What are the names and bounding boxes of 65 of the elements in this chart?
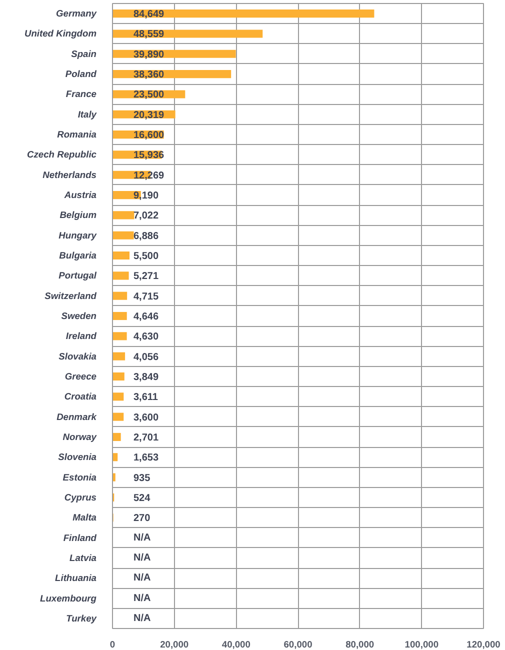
data-label: 38,360: [134, 70, 165, 81]
text: N/A: [134, 612, 151, 624]
data-label: 3,611: [134, 392, 158, 404]
data-label: 4,630: [134, 332, 159, 343]
y-tick-label: Germany: [56, 8, 98, 19]
y-tick-label: Norway: [62, 432, 98, 442]
y-tick-label: Hungary: [58, 230, 98, 240]
data-label: 7,022: [134, 210, 159, 222]
y-tick-label: Spain: [71, 48, 97, 59]
y-tick-label: Turkey: [66, 613, 98, 624]
y-tick-label: Luxembourg: [40, 593, 97, 604]
x-tick-label: 60,000: [284, 640, 312, 650]
data-label: 48,559: [134, 29, 165, 40]
y-tick-label: Netherlands: [42, 170, 97, 180]
y-tick-label: Italy: [78, 109, 98, 120]
y-tick-label: United Kingdom: [24, 28, 97, 39]
y-tick-label: Belgium: [60, 210, 97, 220]
data-label: 39,890: [134, 49, 165, 60]
text: N/A: [134, 532, 151, 544]
y-tick-label: Greece: [64, 371, 97, 382]
y-tick-label: Cyprus: [64, 492, 96, 502]
data-label: 4,056: [134, 352, 159, 363]
x-tick-label: 40,000: [222, 640, 250, 650]
text: N/A: [134, 592, 151, 604]
y-tick-label: Croatia: [64, 392, 96, 402]
data-label: 84,649: [134, 9, 165, 20]
y-tick-label: Portugal: [58, 270, 97, 281]
data-label: 23,500: [134, 90, 165, 101]
x-tick-label: 80,000: [346, 640, 374, 650]
x-tick-label: 100,000: [404, 640, 439, 650]
data-label: 4,715: [134, 291, 159, 302]
text: N/A: [134, 552, 151, 564]
data-label: 4,646: [134, 312, 159, 322]
x-tick-label: 0: [110, 640, 116, 650]
data-label: 3,849: [134, 372, 159, 383]
y-tick-label: Slovenia: [58, 452, 97, 462]
y-tick-label: Finland: [63, 532, 97, 543]
data-label: 1,653: [134, 452, 159, 464]
y-tick-label: Sweden: [61, 311, 97, 321]
y-tick-label: Slovakia: [58, 351, 97, 362]
data-label: 524: [134, 492, 151, 504]
data-label: 5,271: [134, 271, 159, 282]
y-tick-label: Ireland: [66, 331, 97, 342]
data-label: 3,600: [134, 412, 159, 424]
y-tick-label: Romania: [57, 130, 97, 140]
y-tick-label: Latvia: [70, 552, 97, 563]
y-tick-label: Estonia: [62, 472, 97, 482]
data-label: 20,319: [134, 110, 165, 121]
y-tick-label: Denmark: [56, 412, 98, 422]
y-tick-label: France: [66, 89, 97, 100]
y-tick-label: Bulgaria: [59, 250, 97, 261]
data-label: 16,600: [134, 130, 165, 142]
data-label: 270: [134, 513, 151, 524]
y-tick-label: Switzerland: [44, 290, 97, 301]
y-tick-label: Austria: [63, 190, 96, 200]
data-label: 2,701: [134, 432, 159, 444]
y-tick-label: Czech Republic: [27, 150, 98, 160]
x-tick-label: 120,000: [466, 640, 500, 650]
text: N/A: [134, 572, 151, 584]
y-tick-label: Malta: [72, 512, 97, 523]
y-tick-label: Lithuania: [55, 573, 97, 584]
x-tick-label: 20,000: [160, 640, 189, 650]
data-label: 935: [134, 472, 151, 484]
data-label: 5,500: [134, 251, 159, 262]
y-tick-label: Poland: [65, 69, 97, 80]
